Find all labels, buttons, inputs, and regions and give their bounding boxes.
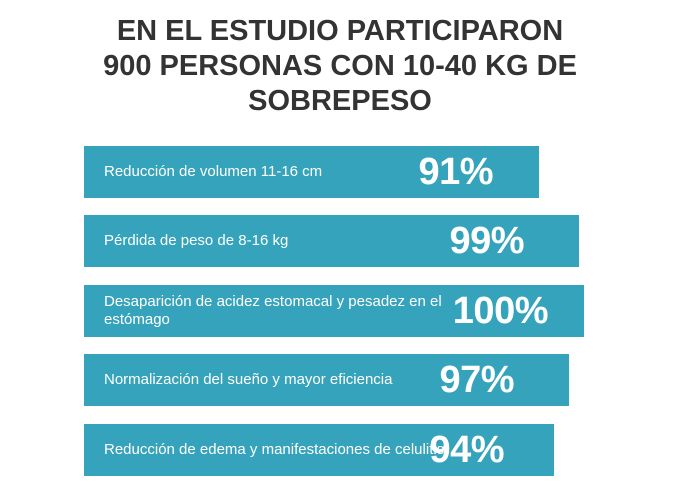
bar-label-4: Normalización del sueño y mayor eficienc… — [104, 371, 393, 388]
bar-value-label-5: 94% — [429, 428, 504, 471]
bar-value-label-1: 91% — [418, 150, 493, 193]
chart-title: EN EL ESTUDIO PARTICIPARON 900 PERSONAS … — [0, 14, 680, 119]
bar-3: Desaparición de acidez estomacal y pesad… — [84, 285, 584, 337]
bar-label-2: Pérdida de peso de 8-16 kg — [104, 232, 289, 249]
bar-label-1: Reducción de volumen 11-16 cm — [104, 163, 323, 180]
title-line-1: EN EL ESTUDIO PARTICIPARON — [116, 15, 564, 47]
bar-4: Normalización del sueño y mayor eficienc… — [84, 354, 569, 406]
bar-2: Pérdida de peso de 8-16 kg 99% — [84, 215, 579, 267]
bar-label-5: Reducción de edema y manifestaciones de … — [104, 441, 445, 458]
title-line-3: SOBREPESO — [248, 85, 432, 117]
bar-label-3: Desaparición de acidez estomacal y pesad… — [104, 293, 442, 328]
bar-chart: Reducción de volumen 11-16 cm 91% Pérdida … — [84, 0, 604, 492]
title-line-2: 900 PERSONAS CON 10-40 KG DE — [103, 50, 577, 82]
bar-5: Reducción de edema y manifestaciones de … — [84, 424, 554, 476]
bar-value-label-4: 97% — [439, 358, 514, 401]
bar-value-label-3: 100% — [452, 289, 549, 332]
bar-1: Reducción de volumen 11-16 cm 91% — [84, 146, 539, 198]
bar-value-label-2: 99% — [449, 219, 524, 262]
